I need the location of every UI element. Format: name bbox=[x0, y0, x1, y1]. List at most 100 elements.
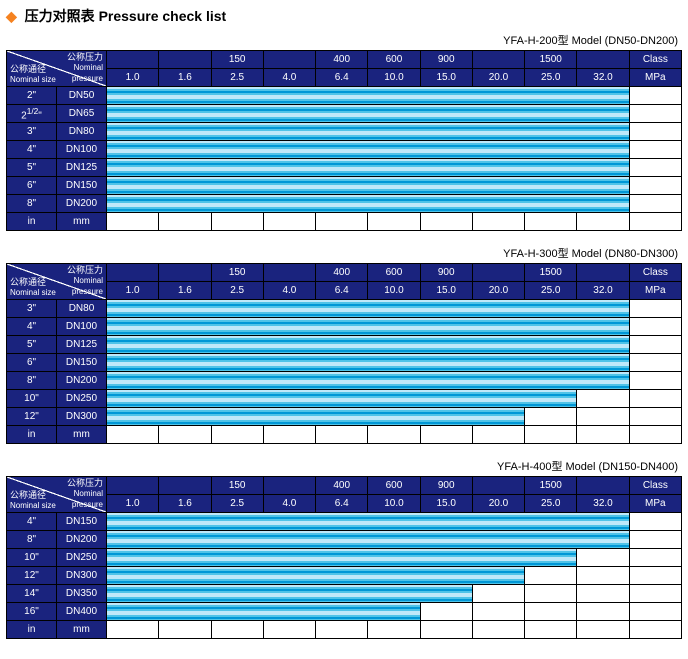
empty-cell bbox=[629, 87, 681, 105]
empty-cell bbox=[629, 354, 681, 372]
header-mpa-cell: 4.0 bbox=[263, 282, 315, 300]
empty-cell bbox=[159, 213, 211, 231]
empty-cell bbox=[577, 549, 629, 567]
empty-cell bbox=[472, 603, 524, 621]
header-class-cell bbox=[263, 264, 315, 282]
header-mpa-cell: 1.0 bbox=[107, 282, 159, 300]
row-size-mm: DN80 bbox=[57, 123, 107, 141]
row-size-in: 12" bbox=[7, 567, 57, 585]
empty-cell bbox=[629, 195, 681, 213]
empty-cell bbox=[420, 603, 472, 621]
empty-cell bbox=[629, 105, 681, 123]
row-size-in: 5" bbox=[7, 159, 57, 177]
table-row: 3"DN80 bbox=[7, 123, 682, 141]
row-size-in: 5" bbox=[7, 336, 57, 354]
empty-cell bbox=[577, 408, 629, 426]
table-row: 10"DN250 bbox=[7, 549, 682, 567]
pressure-table: 公称压力Nominalpressure公称通径Nominal size15040… bbox=[6, 263, 682, 444]
header-mpa-cell: 4.0 bbox=[263, 495, 315, 513]
row-size-in: 4" bbox=[7, 318, 57, 336]
model-label: YFA-H-200型 Model (DN50-DN200) bbox=[6, 32, 678, 48]
model-label: YFA-H-400型 Model (DN150-DN400) bbox=[6, 458, 678, 474]
pressure-table-section: YFA-H-200型 Model (DN50-DN200)公称压力Nominal… bbox=[6, 32, 682, 231]
row-size-in: 2" bbox=[7, 87, 57, 105]
header-mpa-cell: 20.0 bbox=[472, 69, 524, 87]
table-row: 16"DN400 bbox=[7, 603, 682, 621]
header-mpa-cell: 4.0 bbox=[263, 69, 315, 87]
row-size-in: 8" bbox=[7, 372, 57, 390]
row-size-in: 4" bbox=[7, 141, 57, 159]
table-row: 5"DN125 bbox=[7, 336, 682, 354]
header-class-cell bbox=[577, 264, 629, 282]
table-row: 3"DN80 bbox=[7, 300, 682, 318]
pressure-bar bbox=[107, 531, 630, 549]
header-mpa-cell: 2.5 bbox=[211, 282, 263, 300]
row-size-in: 10" bbox=[7, 390, 57, 408]
header-class-cell bbox=[577, 51, 629, 69]
empty-cell bbox=[629, 426, 681, 444]
row-size-in: 8" bbox=[7, 195, 57, 213]
header-mpa-cell: 6.4 bbox=[316, 282, 368, 300]
row-size-mm: DN350 bbox=[57, 585, 107, 603]
empty-cell bbox=[629, 318, 681, 336]
header-class-cell: 1500 bbox=[525, 51, 577, 69]
header-class-cell: 1500 bbox=[525, 264, 577, 282]
empty-cell bbox=[629, 177, 681, 195]
empty-cell bbox=[420, 213, 472, 231]
empty-cell bbox=[316, 621, 368, 639]
empty-cell bbox=[525, 213, 577, 231]
diag-nominal-size: 公称通径Nominal size bbox=[10, 490, 56, 511]
diag-nominal-size: 公称通径Nominal size bbox=[10, 277, 56, 298]
empty-cell bbox=[159, 426, 211, 444]
pressure-bar bbox=[107, 408, 525, 426]
header-mpa-cell: 6.4 bbox=[316, 495, 368, 513]
header-class-cell bbox=[159, 477, 211, 495]
pressure-bar bbox=[107, 177, 630, 195]
header-mpa-cell: MPa bbox=[629, 282, 681, 300]
empty-cell bbox=[368, 213, 420, 231]
empty-cell bbox=[107, 426, 159, 444]
pressure-bar bbox=[107, 105, 630, 123]
header-class-cell: 600 bbox=[368, 264, 420, 282]
empty-cell bbox=[629, 621, 681, 639]
pressure-bar bbox=[107, 585, 473, 603]
table-row: 6"DN150 bbox=[7, 354, 682, 372]
empty-cell bbox=[629, 336, 681, 354]
row-size-in: 21/2" bbox=[7, 105, 57, 123]
header-class-cell bbox=[472, 51, 524, 69]
header-class-cell bbox=[107, 51, 159, 69]
empty-cell bbox=[525, 585, 577, 603]
header-class-cell: Class bbox=[629, 51, 681, 69]
pressure-bar bbox=[107, 300, 630, 318]
row-size-mm: DN150 bbox=[57, 177, 107, 195]
header-mpa-cell: 10.0 bbox=[368, 69, 420, 87]
header-class-cell bbox=[107, 477, 159, 495]
title-en: Pressure check list bbox=[99, 8, 227, 24]
header-class-cell: Class bbox=[629, 477, 681, 495]
row-size-in: 6" bbox=[7, 354, 57, 372]
empty-cell bbox=[472, 213, 524, 231]
pressure-bar bbox=[107, 318, 630, 336]
table-row: 8"DN200 bbox=[7, 195, 682, 213]
unit-mm: mm bbox=[57, 426, 107, 444]
unit-mm: mm bbox=[57, 621, 107, 639]
header-class-cell: 900 bbox=[420, 51, 472, 69]
empty-cell bbox=[629, 513, 681, 531]
pressure-bar bbox=[107, 354, 630, 372]
empty-cell bbox=[107, 213, 159, 231]
empty-cell bbox=[629, 141, 681, 159]
empty-cell bbox=[629, 549, 681, 567]
row-size-in: 12" bbox=[7, 408, 57, 426]
empty-cell bbox=[577, 390, 629, 408]
empty-cell bbox=[629, 408, 681, 426]
header-class-cell bbox=[472, 264, 524, 282]
empty-cell bbox=[629, 300, 681, 318]
title-cn: 压力对照表 bbox=[25, 8, 95, 24]
empty-cell bbox=[629, 585, 681, 603]
table-row: 14"DN350 bbox=[7, 585, 682, 603]
header-class-cell bbox=[263, 51, 315, 69]
pressure-bar bbox=[107, 372, 630, 390]
header-mpa-cell: 15.0 bbox=[420, 69, 472, 87]
row-size-mm: DN150 bbox=[57, 354, 107, 372]
header-class-cell: 600 bbox=[368, 51, 420, 69]
